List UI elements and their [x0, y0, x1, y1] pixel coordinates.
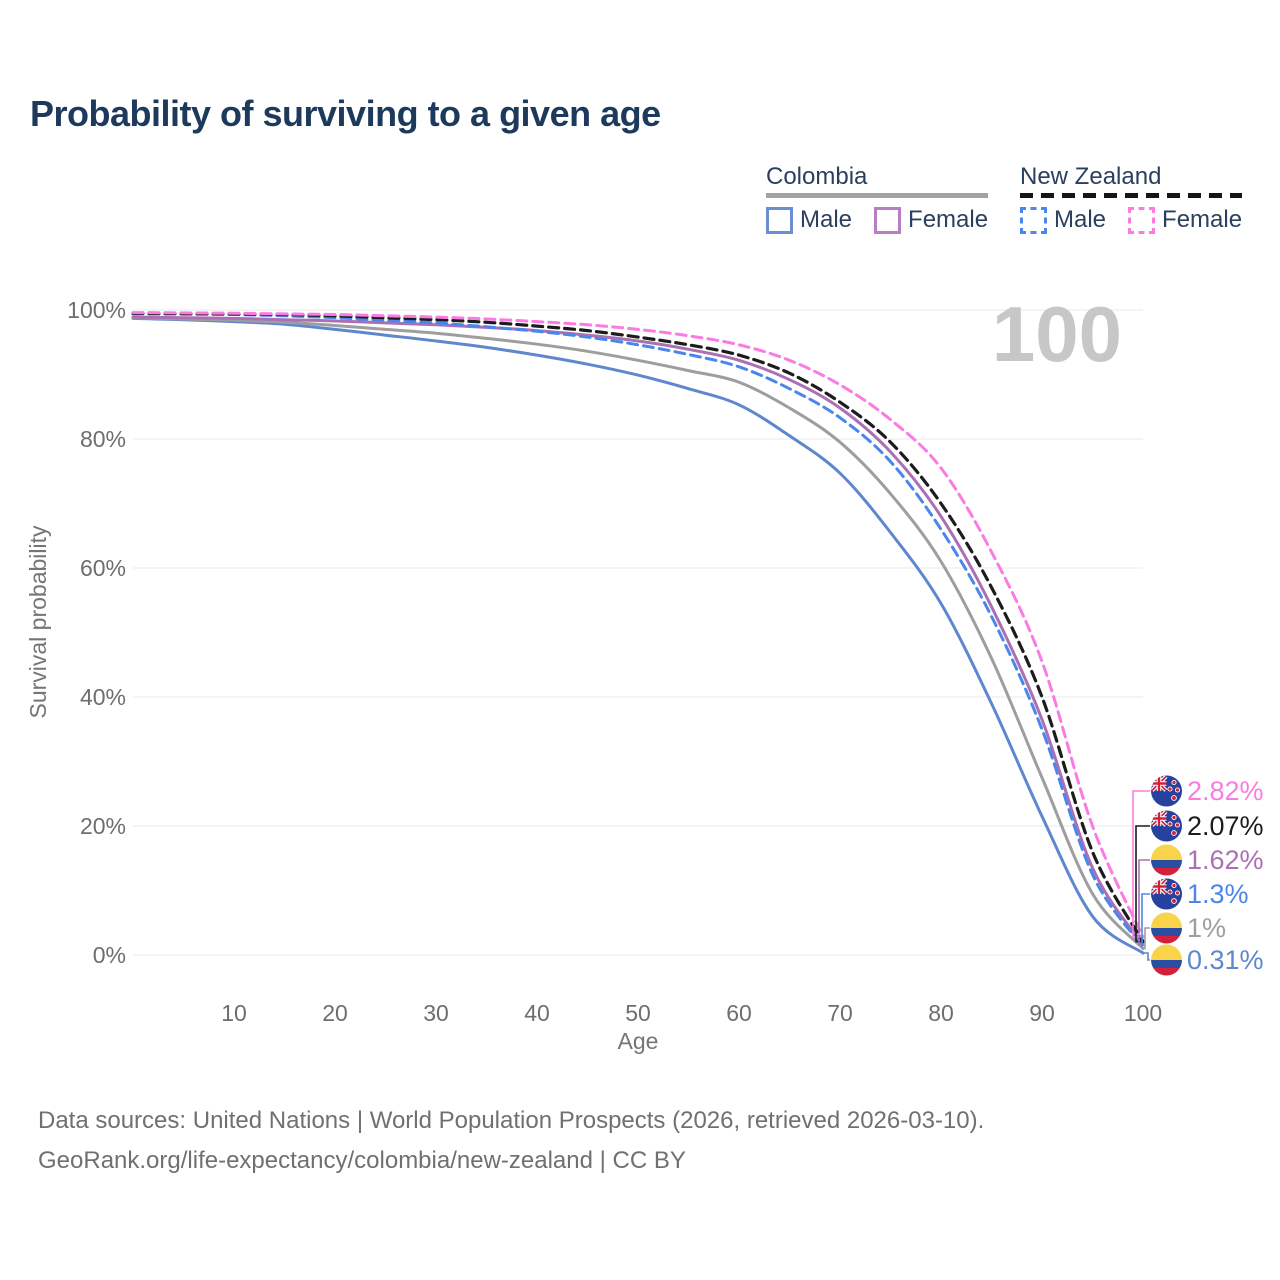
data-sources-note: Data sources: United Nations | World Pop… — [38, 1107, 985, 1134]
curve-new-zealand-both-sexes[interactable] — [131, 311, 1145, 944]
leader-line — [1143, 927, 1150, 950]
end-value-label: 2.07% — [1187, 811, 1264, 841]
x-tick-label: 30 — [423, 1000, 449, 1026]
y-tick-label: 80% — [80, 426, 126, 452]
legend-item-colombia-male[interactable]: Male — [766, 206, 852, 234]
colombia-flag-icon — [1151, 913, 1182, 944]
legend-group-colombia: Colombia Male Female — [766, 163, 989, 234]
leader-line — [1132, 790, 1150, 938]
legend-item-new-zealand-male[interactable]: Male — [1020, 206, 1106, 234]
new-zealand-flag-icon — [1151, 811, 1182, 842]
page-title: Probability of surviving to a given age — [30, 93, 661, 134]
hover-age-indicator: 100 — [992, 290, 1122, 378]
x-tick-label: 40 — [524, 1000, 550, 1026]
new-zealand-flag-icon — [1151, 879, 1182, 910]
x-tick-label: 50 — [625, 1000, 651, 1026]
y-tick-label: 20% — [80, 813, 126, 839]
new-zealand-total-line-sample — [1020, 193, 1243, 198]
new-zealand-female-swatch-icon — [1128, 206, 1156, 234]
y-tick-label: 100% — [67, 297, 126, 323]
curve-colombia-male[interactable] — [131, 316, 1145, 955]
end-value-label: 1.62% — [1187, 845, 1264, 875]
legend-new-zealand-title[interactable]: New Zealand — [1020, 163, 1162, 190]
curve-new-zealand-male[interactable] — [131, 312, 1145, 949]
x-tick-label: 20 — [322, 1000, 348, 1026]
legend-item-colombia-female[interactable]: Female — [874, 206, 988, 234]
end-value-label: 1% — [1187, 913, 1226, 943]
x-tick-label: 100 — [1124, 1000, 1162, 1026]
curve-colombia-both-sexes[interactable] — [131, 316, 1145, 950]
legend-label: Male — [1054, 206, 1107, 233]
legend-colombia-title[interactable]: Colombia — [766, 163, 868, 190]
legend-label: Female — [908, 206, 989, 233]
colombia-male-swatch-icon — [766, 206, 793, 234]
attribution-note: GeoRank.org/life-expectancy/colombia/new… — [38, 1147, 686, 1174]
x-tick-label: 10 — [221, 1000, 247, 1026]
end-value-label: 1.3% — [1187, 879, 1249, 909]
y-tick-label: 0% — [93, 942, 126, 968]
x-tick-label: 60 — [726, 1000, 752, 1026]
end-value-label: 2.82% — [1187, 776, 1264, 806]
colombia-total-line-sample — [766, 193, 989, 198]
x-axis-title: Age — [618, 1028, 659, 1054]
colombia-female-swatch-icon — [874, 206, 902, 234]
y-tick-label: 60% — [80, 555, 126, 581]
legend-label: Male — [800, 206, 853, 233]
colombia-flag-icon — [1151, 845, 1182, 876]
x-tick-label: 70 — [827, 1000, 853, 1026]
curve-new-zealand-female[interactable] — [131, 311, 1145, 939]
y-tick-label: 40% — [80, 684, 126, 710]
leader-line — [1143, 952, 1150, 961]
legend-item-new-zealand-female[interactable]: Female — [1128, 206, 1242, 234]
curve-colombia-female[interactable] — [131, 315, 1145, 947]
legend-label: Female — [1162, 206, 1243, 233]
colombia-flag-icon — [1151, 945, 1182, 976]
y-axis-title: Survival probability — [25, 525, 51, 719]
x-tick-label: 90 — [1029, 1000, 1055, 1026]
end-value-label: 0.31% — [1187, 945, 1264, 975]
new-zealand-male-swatch-icon — [1020, 206, 1047, 234]
legend-group-new-zealand: New Zealand Male Female — [1020, 163, 1243, 234]
new-zealand-flag-icon — [1151, 776, 1182, 807]
leader-line — [1138, 859, 1150, 946]
x-tick-label: 80 — [928, 1000, 954, 1026]
leader-line — [1141, 893, 1150, 948]
